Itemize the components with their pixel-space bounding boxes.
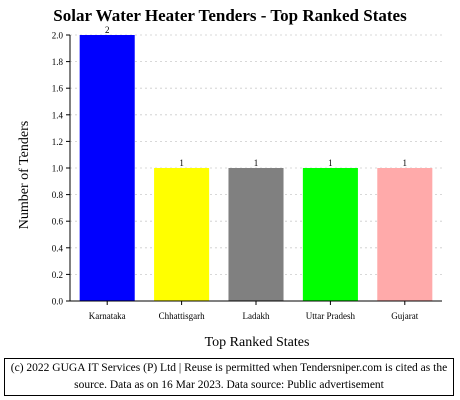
y-tick-label: 1.6 bbox=[52, 84, 64, 94]
x-tick-label: Gujarat bbox=[391, 311, 418, 321]
footer-note: (c) 2022 GUGA IT Services (P) Ltd | Reus… bbox=[4, 358, 454, 396]
x-tick-label: Karnataka bbox=[89, 311, 126, 321]
y-tick-label: 1.0 bbox=[52, 164, 64, 174]
bar bbox=[79, 35, 135, 301]
y-tick-label: 0.4 bbox=[52, 243, 64, 253]
bar-value-label: 2 bbox=[105, 25, 110, 35]
bar bbox=[154, 168, 210, 301]
axes: 0.0 0.2 0.4 0.6 0.8 1.0 1.2 1.4 1.6 1.8 2.0 Karnata… bbox=[52, 31, 442, 321]
y-tick-label: 0.2 bbox=[52, 270, 63, 280]
x-tick-label: Ladakh bbox=[243, 311, 270, 321]
bar-chart: 2 1 1 1 1 0.0 0.2 0.4 0.6 0.8 1.0 1.2 1.4 1.6 1.8 2.0 K… bbox=[17, 25, 442, 350]
y-tick-label: 1.8 bbox=[52, 57, 64, 67]
y-tick-label: 0.0 bbox=[52, 297, 64, 307]
y-tick-label: 0.6 bbox=[52, 217, 64, 227]
x-tick-label: Chhattisgarh bbox=[159, 311, 205, 321]
y-axis-label: Number of Tenders bbox=[17, 121, 32, 229]
bar-value-label: 1 bbox=[403, 158, 408, 168]
bar-value-label: 1 bbox=[254, 158, 259, 168]
y-tick-label: 0.8 bbox=[52, 190, 64, 200]
footer-line-1: (c) 2022 GUGA IT Services (P) Ltd | Reus… bbox=[10, 362, 448, 374]
bar bbox=[302, 168, 358, 301]
bars: 2 1 1 1 1 bbox=[79, 25, 433, 301]
bar-value-label: 1 bbox=[328, 158, 333, 168]
y-tick-label: 1.2 bbox=[52, 137, 63, 147]
bar bbox=[377, 168, 433, 301]
bar bbox=[228, 168, 284, 301]
y-tick-label: 2.0 bbox=[52, 31, 64, 41]
footer-line-2: source. Data as on 16 Mar 2023. Data sou… bbox=[74, 379, 384, 391]
chart-title: Solar Water Heater Tenders - Top Ranked … bbox=[53, 6, 407, 25]
bar-value-label: 1 bbox=[179, 158, 184, 168]
x-axis-label: Top Ranked States bbox=[205, 335, 310, 350]
y-tick-label: 1.4 bbox=[52, 110, 64, 120]
x-tick-label: Uttar Pradesh bbox=[306, 311, 356, 321]
